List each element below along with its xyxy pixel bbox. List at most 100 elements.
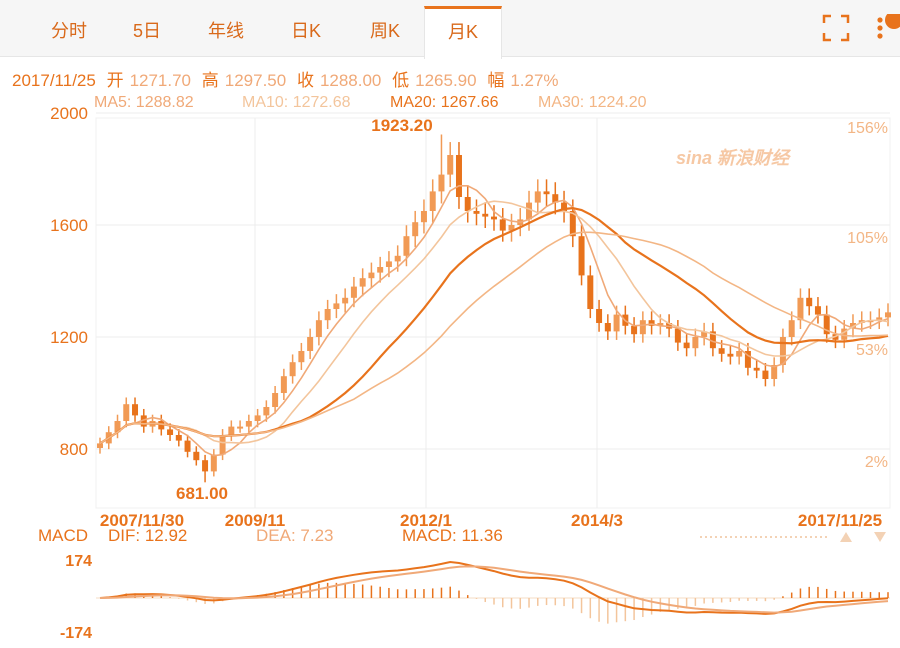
candle-body bbox=[613, 314, 620, 332]
candle-body bbox=[841, 328, 848, 340]
candle-body bbox=[263, 407, 270, 416]
sina-watermark: sina 新浪财经 bbox=[676, 148, 792, 168]
candle-body bbox=[394, 255, 401, 262]
candle-body bbox=[692, 337, 699, 349]
candle-body bbox=[639, 320, 646, 335]
candle-body bbox=[438, 174, 445, 192]
candle-body bbox=[385, 261, 392, 267]
candle-body bbox=[237, 426, 244, 429]
x-tick-label: 2017/11/25 bbox=[798, 511, 882, 530]
ma-lines bbox=[99, 185, 889, 457]
candle-body bbox=[167, 429, 174, 435]
open-value: 1271.70 bbox=[129, 71, 192, 90]
candle-body bbox=[140, 415, 147, 427]
candle-body bbox=[228, 426, 235, 435]
axes: 2000 156% 1600 105% 1200 53% 800 2% 2007/11/30 20… bbox=[50, 104, 888, 530]
candle-body bbox=[307, 337, 314, 351]
annotation-high: 1923.20 bbox=[371, 116, 432, 135]
candle-body bbox=[823, 314, 830, 335]
change-label: 幅 bbox=[487, 71, 505, 90]
candle-body bbox=[272, 393, 279, 407]
candle-body bbox=[701, 331, 708, 337]
y-tick-label: 2000 bbox=[50, 104, 88, 123]
candle-body bbox=[718, 348, 725, 354]
candle-body bbox=[482, 213, 489, 217]
macd-dea: DEA: 7.23 bbox=[256, 526, 334, 545]
candle-body bbox=[648, 320, 655, 326]
close-value: 1288.00 bbox=[319, 71, 382, 90]
y-right-tick-label: 156% bbox=[847, 120, 888, 137]
tab-daily-k[interactable]: 日K bbox=[290, 21, 321, 41]
macd-value: MACD: 11.36 bbox=[402, 526, 503, 545]
y-tick-label: 1600 bbox=[50, 216, 88, 235]
candle-body bbox=[429, 191, 436, 211]
ma20-label: MA20: 1267.66 bbox=[390, 94, 499, 111]
high-label: 高 bbox=[201, 71, 219, 90]
arrow-down-icon[interactable] bbox=[874, 532, 886, 542]
candles bbox=[97, 134, 891, 483]
more-icon[interactable] bbox=[866, 11, 900, 42]
candle-body bbox=[403, 236, 410, 256]
candle-body bbox=[657, 323, 664, 326]
candle-body bbox=[578, 236, 585, 276]
period-tabs: 分时 5日 年线 日K 周K 月K bbox=[0, 0, 900, 59]
candle-body bbox=[499, 219, 506, 231]
y-right-tick-label: 2% bbox=[865, 454, 888, 471]
candle-body bbox=[683, 342, 690, 349]
macd-title: MACD bbox=[38, 526, 88, 545]
x-tick-label: 2007/11/30 bbox=[100, 511, 184, 530]
candle-body bbox=[368, 272, 375, 279]
y-right-tick-label: 53% bbox=[856, 342, 888, 359]
macd-y-tick: 174 bbox=[65, 553, 92, 570]
candle-body bbox=[788, 320, 795, 337]
tab-yearline[interactable]: 年线 bbox=[208, 21, 244, 41]
candle-body bbox=[132, 404, 139, 416]
candle-body bbox=[350, 286, 357, 298]
candle-body bbox=[762, 370, 769, 379]
y-tick-label: 1200 bbox=[50, 328, 88, 347]
candle-body bbox=[491, 216, 497, 220]
close-label: 收 bbox=[296, 71, 314, 90]
ma-line-ma30 bbox=[99, 231, 889, 445]
tab-5day[interactable]: 5日 bbox=[132, 21, 161, 41]
macd-y-tick: -174 bbox=[60, 625, 92, 642]
candle-body bbox=[114, 421, 121, 433]
low-value: 1265.90 bbox=[415, 71, 477, 90]
arrow-up-icon[interactable] bbox=[840, 532, 852, 542]
candle-body bbox=[736, 351, 743, 357]
candle-body bbox=[569, 211, 576, 237]
candle-body bbox=[709, 331, 716, 349]
candle-body bbox=[771, 365, 778, 379]
candle-body bbox=[596, 309, 603, 323]
candle-body bbox=[298, 351, 305, 363]
ma30-label: MA30: 1224.20 bbox=[538, 94, 647, 111]
tab-monthly-k[interactable]: 月K bbox=[424, 6, 502, 59]
candle-body bbox=[315, 320, 322, 337]
high-value: 1297.50 bbox=[224, 71, 287, 90]
x-tick-label: 2014/3 bbox=[571, 511, 623, 530]
macd-scroll-arrows[interactable] bbox=[700, 532, 886, 542]
candle-body bbox=[473, 211, 480, 214]
fullscreen-icon[interactable] bbox=[822, 14, 850, 42]
candle-body bbox=[359, 278, 366, 287]
candle-body bbox=[744, 351, 751, 368]
candle-body bbox=[280, 376, 287, 393]
candle-body bbox=[552, 194, 559, 203]
candle-body bbox=[219, 435, 226, 455]
candle-body bbox=[631, 325, 638, 335]
candle-body bbox=[876, 317, 883, 321]
tab-weekly-k[interactable]: 周K bbox=[369, 21, 400, 41]
x-tick-label: 2009/11 bbox=[225, 511, 286, 530]
candle-body bbox=[289, 362, 296, 377]
candle-body bbox=[123, 404, 130, 421]
ma5-label: MA5: 1288.82 bbox=[94, 94, 194, 111]
ma-line-ma20 bbox=[99, 206, 889, 445]
macd-dif-line bbox=[99, 560, 889, 615]
annotation-low: 681.00 bbox=[176, 484, 228, 503]
ma-line-ma10 bbox=[99, 200, 889, 445]
tab-intraday[interactable]: 分时 bbox=[51, 21, 87, 41]
chart-grid bbox=[95, 112, 891, 509]
candle-body bbox=[604, 323, 611, 332]
candle-body bbox=[342, 297, 349, 304]
candle-body bbox=[464, 197, 471, 211]
